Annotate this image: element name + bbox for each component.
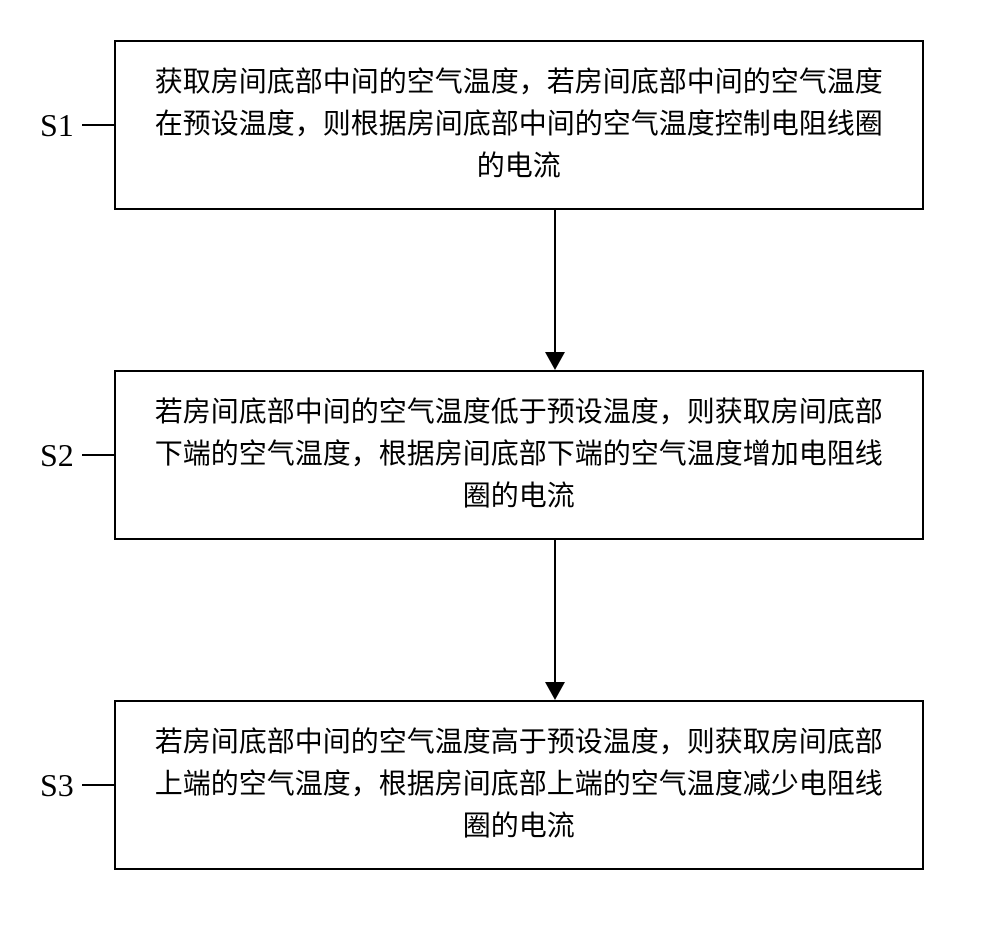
step-3-box: 若房间底部中间的空气温度高于预设温度，则获取房间底部上端的空气温度，根据房间底部… (114, 700, 924, 870)
step-1-container: S1 获取房间底部中间的空气温度，若房间底部中间的空气温度在预设温度，则根据房间… (40, 40, 924, 210)
step-1-label: S1 (40, 107, 74, 144)
step-2-container: S2 若房间底部中间的空气温度低于预设温度，则获取房间底部下端的空气温度，根据房… (40, 370, 924, 540)
step-1-connector (82, 124, 114, 126)
step-2-box: 若房间底部中间的空气温度低于预设温度，则获取房间底部下端的空气温度，根据房间底部… (114, 370, 924, 540)
arrow-1-head (545, 352, 565, 370)
step-1-text: 获取房间底部中间的空气温度，若房间底部中间的空气温度在预设温度，则根据房间底部中… (144, 62, 894, 188)
flowchart-container: S1 获取房间底部中间的空气温度，若房间底部中间的空气温度在预设温度，则根据房间… (0, 0, 1000, 937)
step-3-container: S3 若房间底部中间的空气温度高于预设温度，则获取房间底部上端的空气温度，根据房… (40, 700, 924, 870)
arrow-1 (545, 210, 565, 370)
step-2-text: 若房间底部中间的空气温度低于预设温度，则获取房间底部下端的空气温度，根据房间底部… (144, 392, 894, 518)
step-1-box: 获取房间底部中间的空气温度，若房间底部中间的空气温度在预设温度，则根据房间底部中… (114, 40, 924, 210)
arrow-2 (545, 540, 565, 700)
step-2-label: S2 (40, 437, 74, 474)
step-3-connector (82, 784, 114, 786)
step-3-text: 若房间底部中间的空气温度高于预设温度，则获取房间底部上端的空气温度，根据房间底部… (144, 722, 894, 848)
arrow-2-head (545, 682, 565, 700)
arrow-2-line (554, 540, 556, 682)
step-2-connector (82, 454, 114, 456)
step-3-label: S3 (40, 767, 74, 804)
arrow-1-line (554, 210, 556, 352)
